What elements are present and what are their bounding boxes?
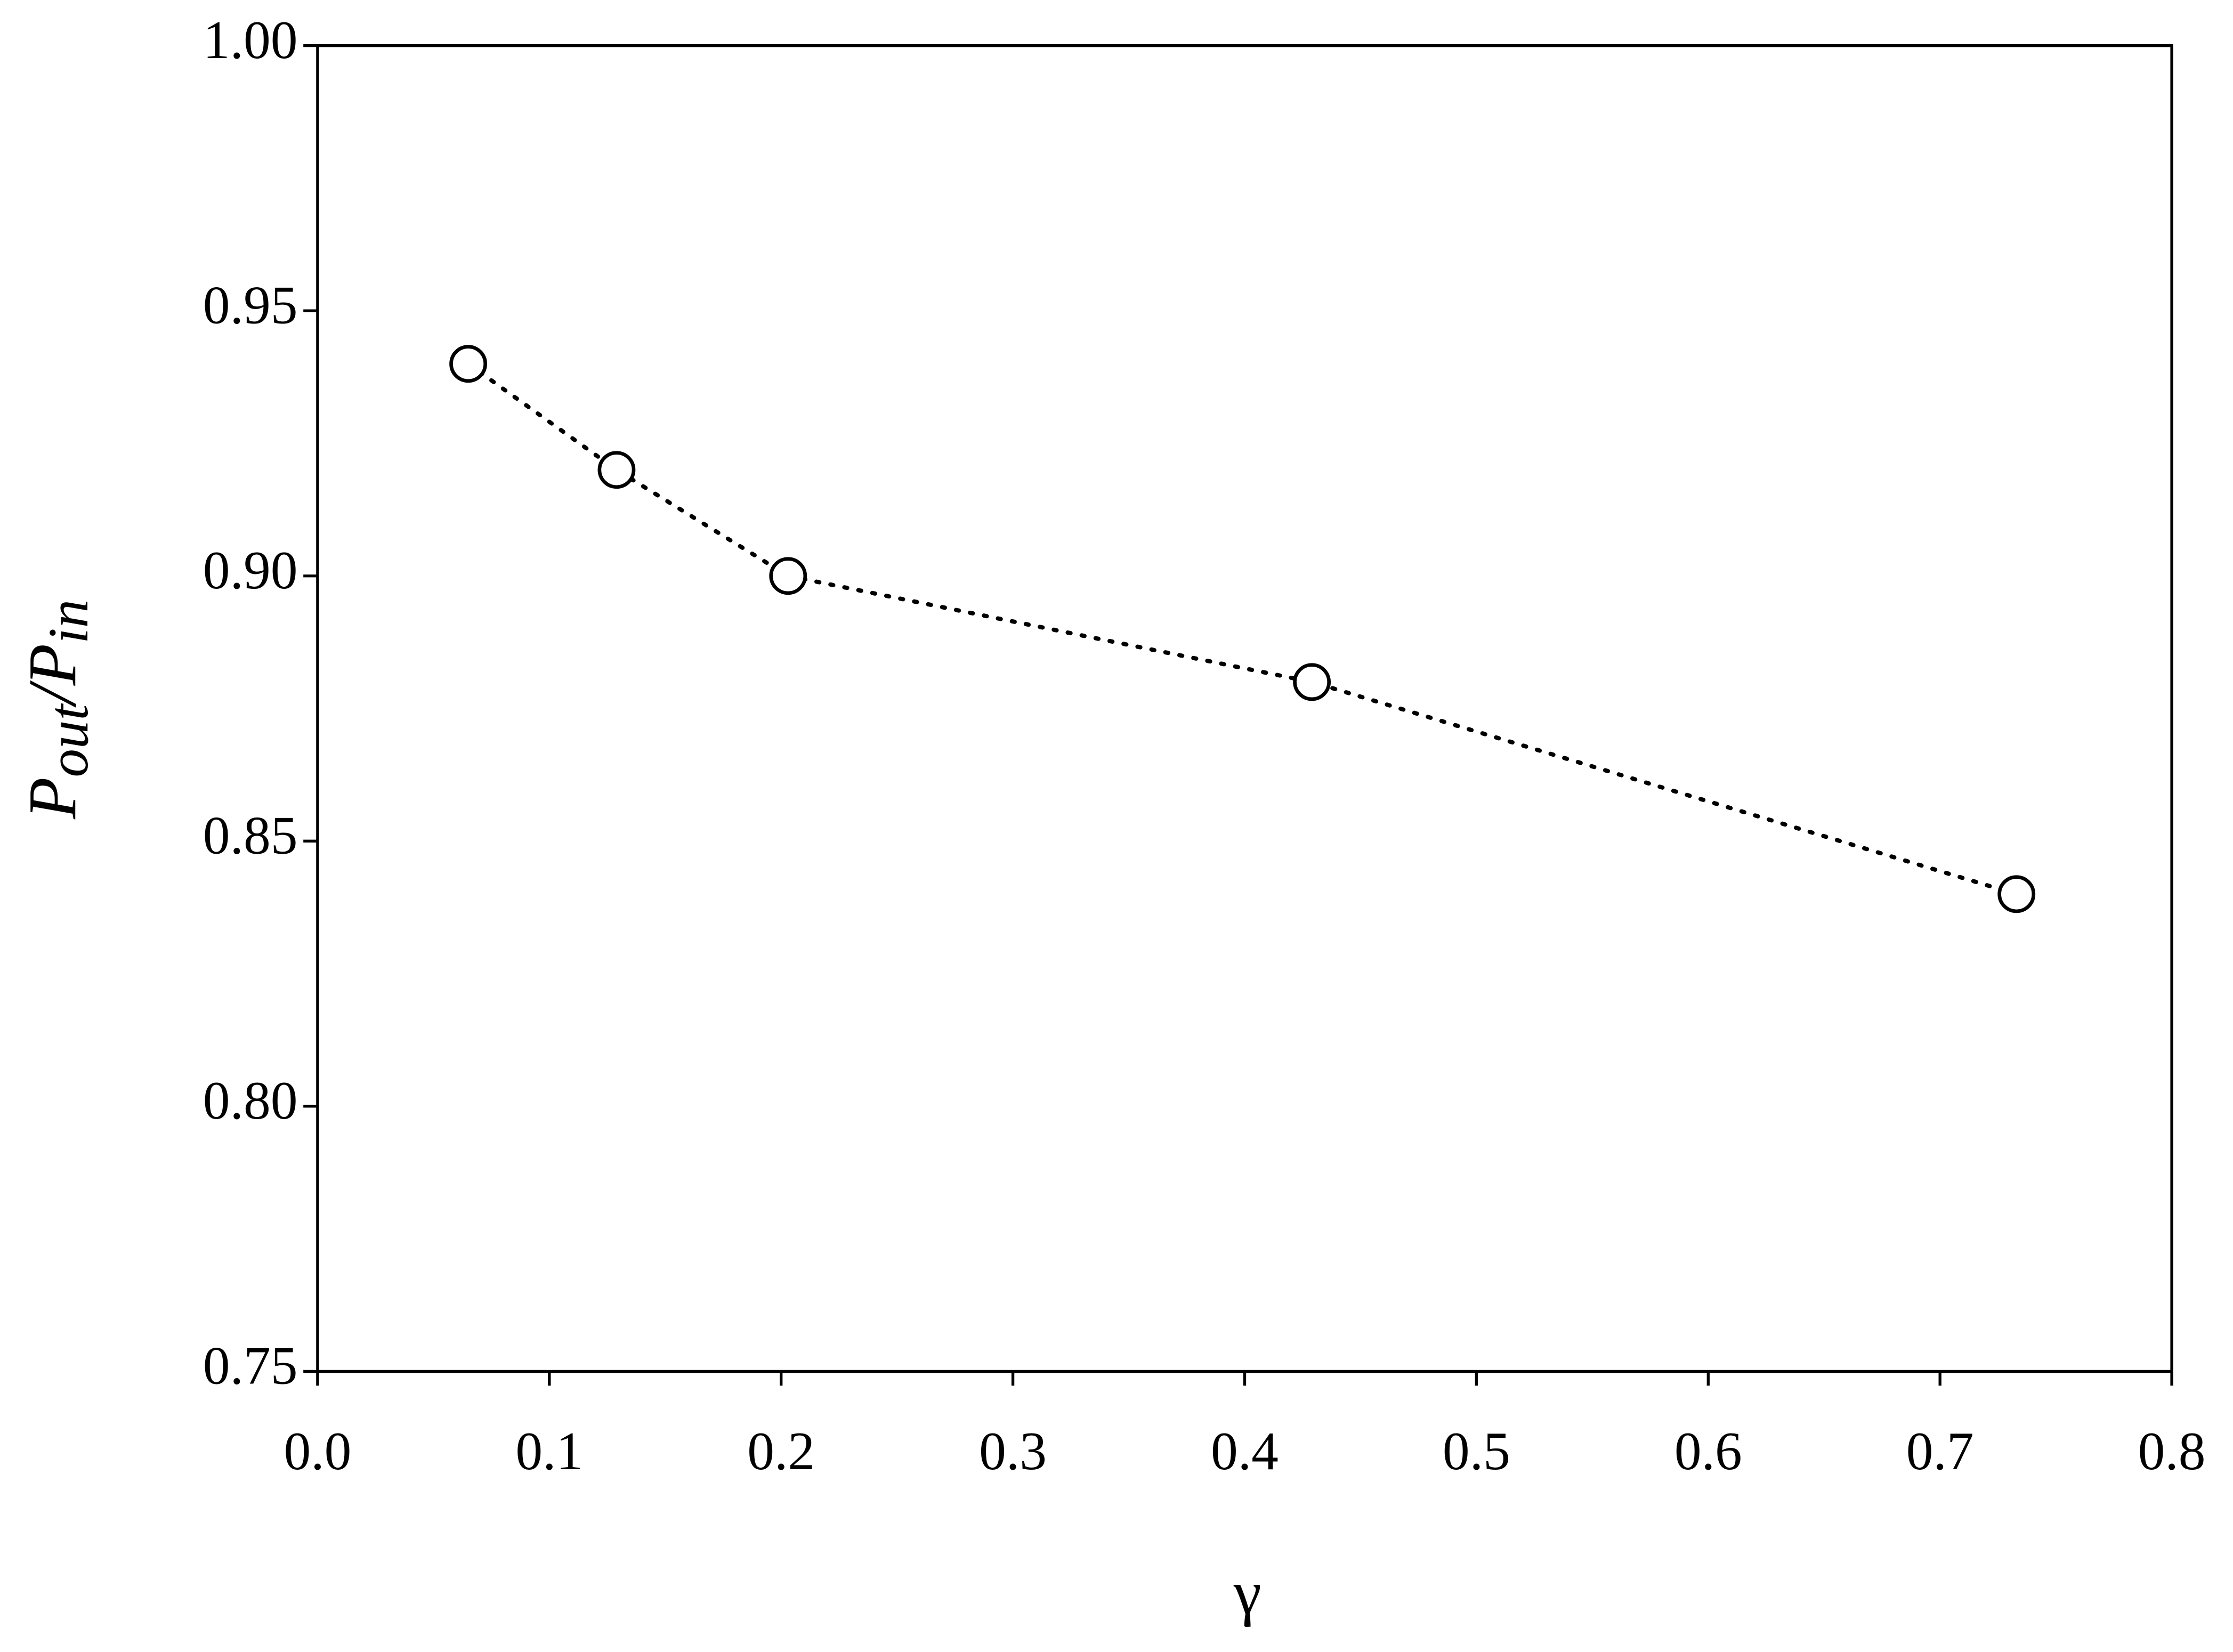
x-tick-label: 0.7 xyxy=(1906,1421,1974,1481)
y-axis-label: Pout/Pin xyxy=(15,600,100,820)
y-tick-label: 0.95 xyxy=(203,275,298,335)
x-tick-label: 0.2 xyxy=(747,1421,815,1481)
x-tick-label: 0.6 xyxy=(1674,1421,1742,1481)
plot-frame xyxy=(316,44,2173,1373)
y-label-part: in xyxy=(37,600,100,644)
y-label-part: out xyxy=(37,703,100,778)
y-label-part: P xyxy=(15,778,91,820)
x-tick-label: 0.8 xyxy=(2138,1421,2206,1481)
y-tick-label: 0.75 xyxy=(203,1336,298,1396)
trend-line xyxy=(466,361,2019,896)
y-tick-label: 0.80 xyxy=(203,1071,298,1130)
x-axis-label: γ xyxy=(1233,1558,1261,1627)
y-tick-label: 0.90 xyxy=(203,540,298,600)
x-tick-label: 0.5 xyxy=(1443,1421,1510,1481)
x-tick-label: 0.4 xyxy=(1211,1421,1279,1481)
marker xyxy=(449,345,487,383)
marker xyxy=(597,451,636,489)
marker xyxy=(1293,663,1331,701)
marker xyxy=(769,557,807,595)
y-tick-label: 1.00 xyxy=(203,10,298,70)
marker xyxy=(1997,875,2036,913)
x-tick-label: 0.1 xyxy=(515,1421,583,1481)
x-tick-label: 0.0 xyxy=(284,1421,351,1481)
x-tick-label: 0.3 xyxy=(979,1421,1047,1481)
y-tick-label: 0.85 xyxy=(203,806,298,865)
y-label-part: /P xyxy=(15,644,91,708)
